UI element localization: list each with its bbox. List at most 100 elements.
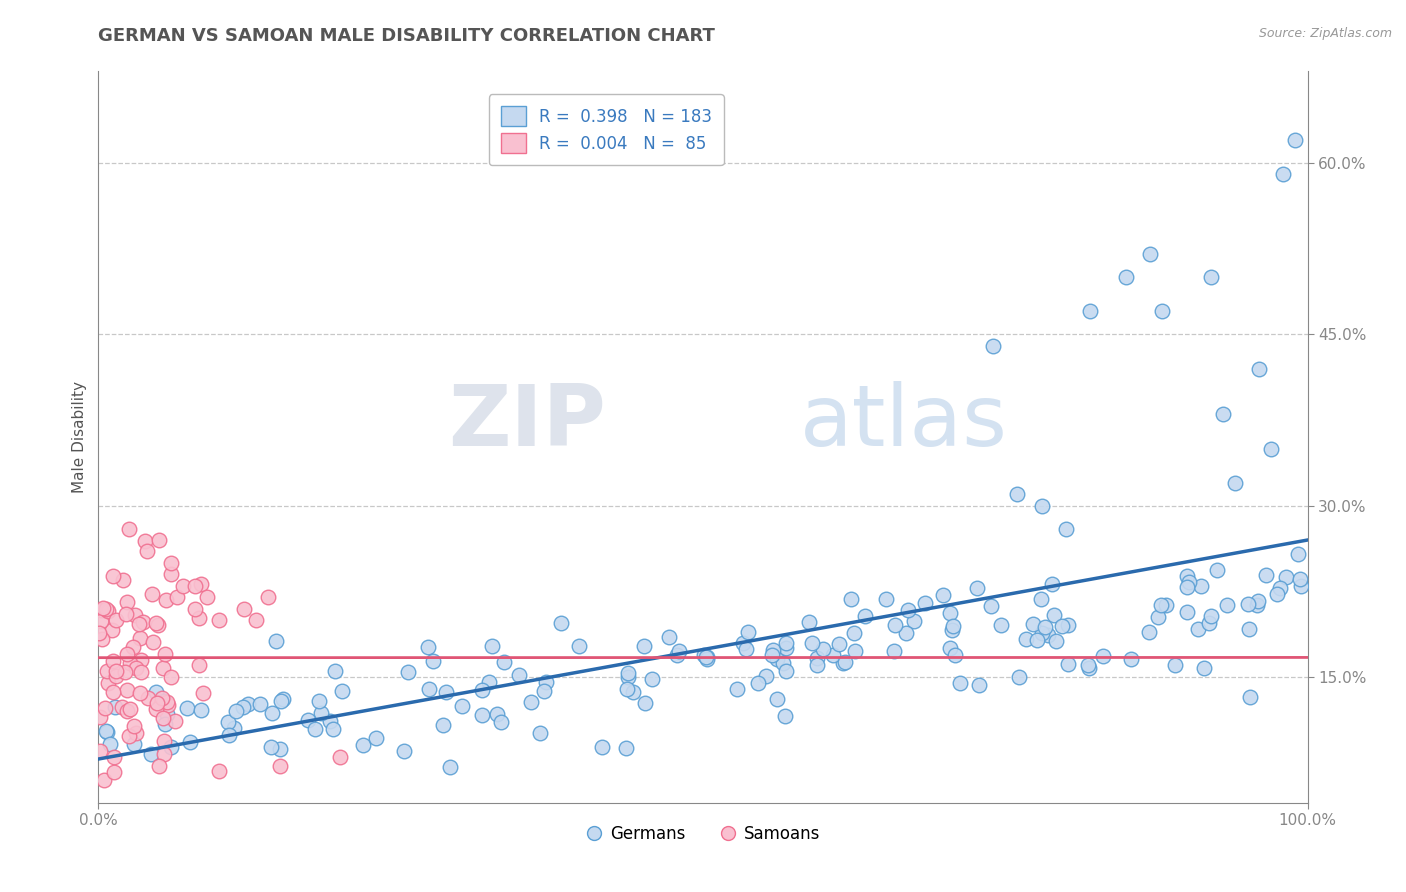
Point	[1152, 304, 1174, 318]
Point	[416, 640, 439, 654]
Point	[633, 639, 655, 653]
Point	[122, 737, 145, 751]
Point	[941, 624, 963, 638]
Point	[534, 674, 557, 689]
Point	[489, 714, 512, 729]
Point	[966, 581, 988, 595]
Point	[176, 700, 198, 714]
Point	[87, 626, 110, 640]
Point	[481, 639, 503, 653]
Point	[1246, 599, 1268, 613]
Point	[309, 706, 332, 720]
Point	[97, 604, 120, 618]
Point	[141, 587, 163, 601]
Point	[190, 703, 212, 717]
Point	[1237, 622, 1260, 636]
Point	[775, 664, 797, 678]
Point	[990, 617, 1012, 632]
Point	[1057, 657, 1080, 671]
Point	[839, 591, 862, 606]
Point	[1150, 598, 1173, 612]
Point	[153, 733, 176, 747]
Point	[1077, 657, 1099, 672]
Point	[1031, 625, 1053, 640]
Point	[225, 704, 247, 718]
Point	[696, 649, 718, 664]
Point	[188, 611, 211, 625]
Point	[103, 750, 125, 764]
Point	[471, 682, 494, 697]
Point	[103, 569, 125, 583]
Point	[129, 653, 152, 667]
Point	[1036, 628, 1059, 642]
Point	[297, 713, 319, 727]
Point	[104, 664, 127, 678]
Point	[1205, 563, 1227, 577]
Point	[165, 714, 187, 729]
Point	[94, 601, 117, 615]
Point	[614, 741, 637, 756]
Point	[842, 626, 865, 640]
Point	[101, 654, 124, 668]
Point	[129, 685, 152, 699]
Point	[981, 338, 1004, 352]
Point	[903, 614, 925, 628]
Point	[89, 710, 111, 724]
Point	[942, 619, 965, 633]
Point	[132, 615, 155, 629]
Point	[1272, 167, 1295, 181]
Point	[101, 685, 124, 699]
Point	[1249, 361, 1271, 376]
Point	[1008, 671, 1031, 685]
Point	[232, 601, 254, 615]
Point	[118, 729, 141, 743]
Point	[797, 615, 820, 630]
Text: atlas: atlas	[800, 381, 1008, 464]
Point	[115, 704, 138, 718]
Point	[1223, 475, 1246, 490]
Point	[150, 690, 173, 705]
Point	[1146, 610, 1168, 624]
Point	[118, 521, 141, 535]
Point	[1043, 608, 1066, 623]
Point	[115, 607, 138, 622]
Point	[914, 596, 936, 610]
Point	[129, 632, 152, 646]
Point	[1260, 442, 1282, 456]
Point	[138, 690, 160, 705]
Point	[1237, 597, 1260, 611]
Point	[1265, 586, 1288, 600]
Point	[821, 648, 844, 662]
Point	[329, 750, 352, 764]
Point	[1187, 622, 1209, 636]
Point	[1288, 572, 1310, 586]
Point	[156, 698, 179, 712]
Point	[1216, 598, 1239, 612]
Point	[159, 740, 181, 755]
Point	[737, 624, 759, 639]
Y-axis label: Male Disability: Male Disability	[72, 381, 87, 493]
Point	[1115, 270, 1137, 285]
Point	[1137, 625, 1160, 640]
Point	[145, 701, 167, 715]
Point	[478, 675, 501, 690]
Point	[179, 734, 201, 748]
Point	[1154, 598, 1177, 612]
Point	[1178, 575, 1201, 590]
Point	[668, 644, 690, 658]
Point	[93, 772, 115, 787]
Point	[1007, 487, 1029, 501]
Point	[153, 648, 176, 662]
Point	[432, 718, 454, 732]
Point	[96, 664, 118, 678]
Point	[617, 665, 640, 680]
Point	[128, 616, 150, 631]
Point	[323, 665, 346, 679]
Point	[89, 744, 111, 758]
Point	[1029, 592, 1052, 607]
Point	[111, 700, 134, 714]
Point	[249, 697, 271, 711]
Point	[422, 654, 444, 668]
Point	[1057, 617, 1080, 632]
Point	[811, 642, 834, 657]
